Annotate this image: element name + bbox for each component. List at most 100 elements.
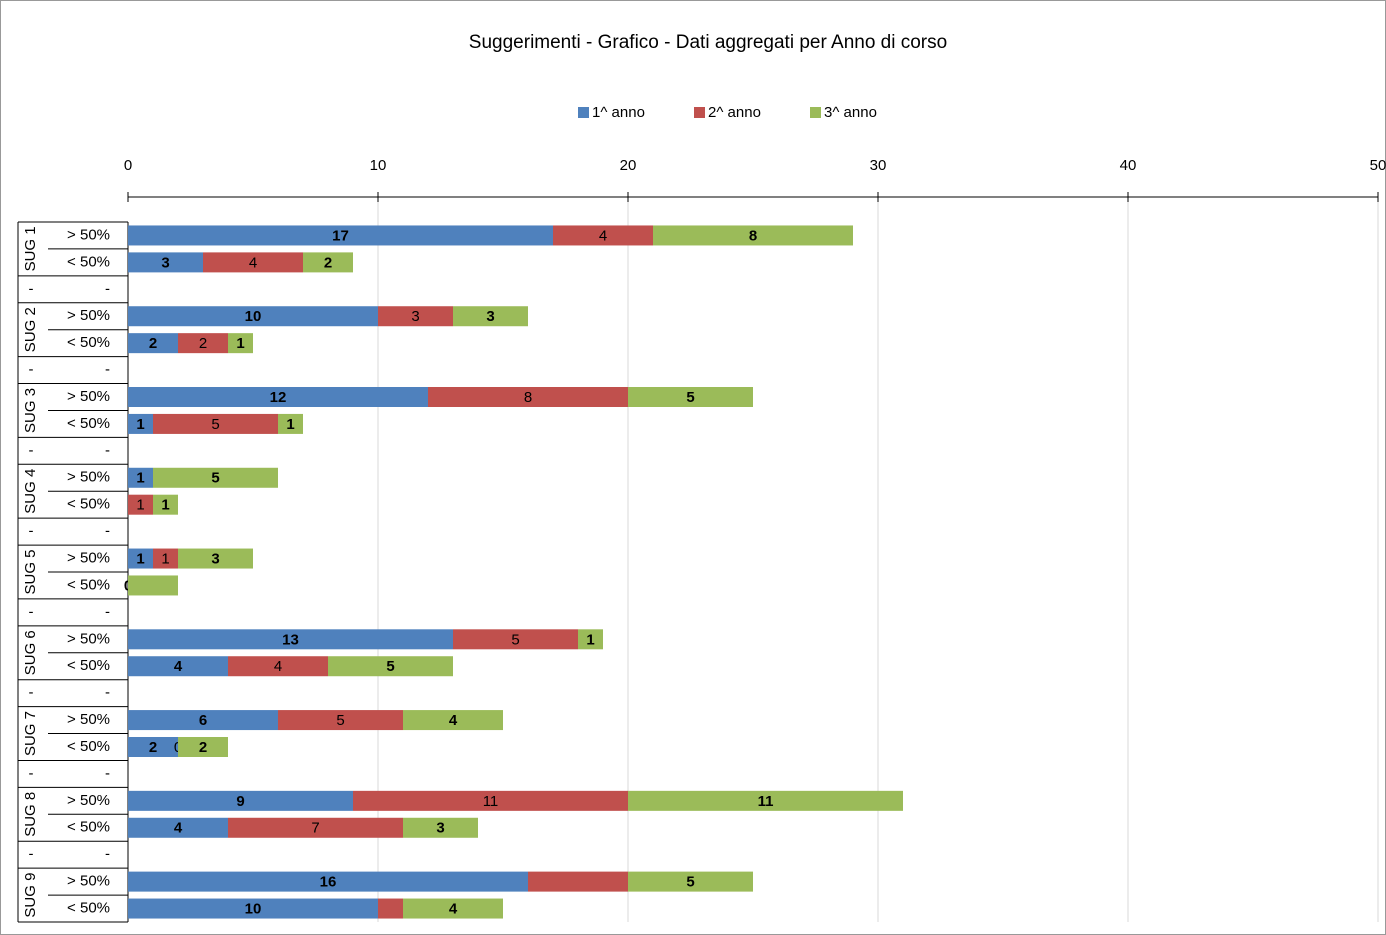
data-label: 8 — [524, 389, 532, 406]
bar-segment — [528, 871, 628, 892]
bar-segment — [628, 790, 903, 811]
bar-segment — [128, 629, 453, 650]
group-label: SUG 5 — [22, 549, 39, 594]
data-label: 5 — [686, 389, 694, 406]
bar-segment — [128, 413, 153, 434]
bar-segment — [578, 629, 603, 650]
bar-segment — [628, 871, 753, 892]
category-label: < 50% — [67, 657, 110, 674]
bar-segment — [653, 225, 853, 246]
category-label: - — [105, 361, 110, 378]
bar-segment — [403, 710, 503, 731]
bar-segment — [353, 790, 628, 811]
bar-segment — [128, 898, 378, 919]
bar-segment — [278, 413, 303, 434]
category-label: < 50% — [67, 900, 110, 917]
data-label: 4 — [449, 712, 458, 729]
data-label: 2 — [199, 739, 207, 756]
bar-segment — [403, 817, 478, 838]
group-label: SUG 6 — [22, 630, 39, 675]
bar-segment — [128, 871, 528, 892]
category-label: < 50% — [67, 738, 110, 755]
bar-segment — [228, 656, 328, 677]
x-tick-label: 30 — [870, 157, 887, 174]
data-label: 4 — [249, 254, 257, 271]
data-label: 4 — [174, 658, 183, 675]
bar-segment — [128, 548, 153, 569]
data-label: 1 — [136, 470, 144, 487]
group-label: - — [29, 684, 34, 701]
bar-segment — [153, 494, 178, 515]
data-label: 3 — [486, 308, 494, 325]
bar-segment — [128, 817, 228, 838]
bar-segment — [553, 225, 653, 246]
data-label: 3 — [436, 820, 444, 837]
data-label: 12 — [270, 389, 287, 406]
legend-label: 2^ anno — [708, 104, 761, 121]
data-label: 3 — [161, 254, 169, 271]
bar-segment — [128, 656, 228, 677]
bar-segment — [128, 790, 353, 811]
data-label: 4 — [449, 901, 458, 918]
data-label: 1 — [286, 416, 294, 433]
bar-segment — [128, 387, 428, 407]
group-label: - — [29, 280, 34, 297]
bar-segment — [153, 548, 178, 569]
bar-segment — [178, 333, 228, 354]
category-label: > 50% — [67, 388, 110, 405]
data-label: 2 — [149, 739, 157, 756]
data-label: 2 — [324, 254, 332, 271]
data-label: 1 — [586, 631, 594, 648]
data-label: 10 — [245, 901, 262, 918]
x-tick-label: 40 — [1120, 157, 1137, 174]
data-label: 4 — [174, 820, 183, 837]
bar-segment — [203, 252, 303, 273]
data-label: 11 — [483, 793, 499, 810]
bar-segment — [128, 575, 178, 596]
legend-swatch — [810, 107, 821, 118]
bar-segment — [153, 467, 278, 488]
group-label: SUG 3 — [22, 388, 39, 433]
data-label: 2 — [149, 335, 157, 352]
bar-segment — [128, 710, 278, 731]
bar-segment — [178, 548, 253, 569]
bar-segment — [128, 225, 553, 246]
group-label: SUG 8 — [22, 792, 39, 837]
group-label: - — [29, 603, 34, 620]
data-label: 2 — [199, 335, 207, 352]
category-label: < 50% — [67, 253, 110, 270]
bar-segment — [128, 737, 178, 757]
bar-segment — [303, 252, 353, 273]
data-label: 17 — [332, 227, 349, 244]
bar-segment — [378, 898, 403, 919]
group-label: - — [29, 846, 34, 863]
data-label: 9 — [236, 793, 244, 810]
bar-segment — [128, 252, 203, 273]
category-label: - — [105, 603, 110, 620]
bar-segment — [128, 306, 378, 327]
group-label: - — [29, 442, 34, 459]
data-label: 7 — [311, 820, 319, 837]
category-label: - — [105, 523, 110, 540]
data-label: 1 — [161, 497, 169, 514]
legend-swatch — [578, 107, 589, 118]
category-label: - — [105, 442, 110, 459]
data-label: 5 — [511, 631, 519, 648]
category-label: > 50% — [67, 873, 110, 890]
data-label: 1 — [136, 551, 144, 568]
bar-segment — [228, 817, 403, 838]
data-label: 11 — [758, 793, 774, 810]
bar-segment — [178, 737, 228, 757]
data-label: 8 — [749, 227, 757, 244]
category-label: > 50% — [67, 792, 110, 809]
bar-segment — [453, 629, 578, 650]
category-label: - — [105, 280, 110, 297]
group-label: - — [29, 765, 34, 782]
data-label: 5 — [211, 470, 219, 487]
category-label: < 50% — [67, 496, 110, 513]
data-label: 5 — [686, 874, 694, 891]
category-label: - — [105, 846, 110, 863]
data-label: 4 — [599, 227, 607, 244]
